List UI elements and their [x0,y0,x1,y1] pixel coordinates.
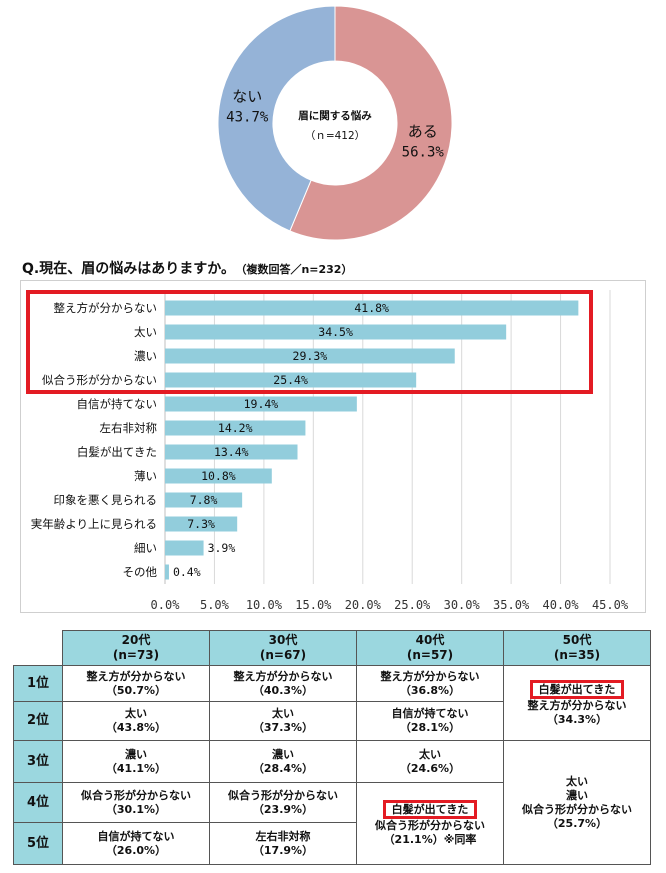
cell-20s-rank1: 整え方が分からない （50.7%） [62,665,210,702]
x-tick-label: 5.0% [200,598,230,612]
category-label: 細い [134,541,157,555]
bar [165,300,579,316]
bar-value-label: 0.4% [173,565,201,579]
bar-value-label: 25.4% [273,373,308,387]
category-label: 濃い [134,349,157,363]
bar [165,492,243,508]
donut-slice-value: 43.7% [226,109,269,125]
cell-20s-rank4: 似合う形が分からない （30.1%） [62,782,210,823]
cell-30s-rank5: 左右非対称 （17.9%） [209,822,357,865]
bar-value-label: 14.2% [218,421,253,435]
bar [165,564,169,580]
age-ranking-table: 20代 (n=73) 30代 (n=67) 40代 (n=57) 50代 (n=35) … [13,630,651,865]
table-corner [14,631,63,666]
cell-20s-rank3: 濃い （41.1%） [62,740,210,783]
donut-center-title: 眉に関する悩み [298,109,372,122]
cell-20s-rank5: 自信が持てない （26.0%） [62,822,210,865]
cell-40s-rank3: 太い （24.6%） [356,740,504,783]
highlight-white-hair-40s: 白髪が出てきた [382,800,478,819]
category-label: 左右非対称 [100,421,158,435]
category-label: 似合う形が分からない [42,373,157,387]
x-tick-label: 40.0% [542,598,579,612]
bar-value-label: 19.4% [244,397,279,411]
bar-chart-frame [20,280,646,613]
bar-chart: 0.0% 5.0% 10.0% 15.0% 20.0% 25.0% 30.0% 35.0% 40… [31,290,629,612]
category-label: 自信が持てない [77,397,158,411]
cell-50s-rank3-5: 太い 濃い 似合う形が分からない （25.7%） [503,740,651,865]
x-tick-label: 20.0% [345,598,382,612]
bar [165,324,507,340]
bar [165,420,306,436]
rank-label-5: 5位 [13,822,63,865]
bar-value-label: 13.4% [214,445,249,459]
donut-slice-value: 56.3% [402,145,445,161]
x-tick-label: 10.0% [246,598,283,612]
highlight-white-hair-50s: 白髪が出てきた [529,680,625,699]
rank-label-2: 2位 [13,701,63,741]
cell-30s-rank2: 太い （37.3%） [209,701,357,741]
category-label: 太い [134,325,157,339]
bar [165,396,357,412]
question-text: Q.現在、眉の悩みはありますか。 [22,261,235,277]
category-label: その他 [123,565,158,579]
donut-slice-no [217,5,336,232]
top4-highlight-box [26,290,593,394]
bar-value-label: 41.8% [354,301,389,315]
cell-30s-rank1: 整え方が分からない （40.3%） [209,665,357,702]
x-tick-label: 30.0% [444,598,481,612]
bar-value-label: 10.8% [201,469,236,483]
cell-40s-rank4-5: 白髪が出てきた 似合う形が分からない （21.1%）※同率 [356,782,504,865]
x-tick-label: 15.0% [295,598,332,612]
donut-center-n: （ｎ=412） [305,130,365,142]
col-header-20s: 20代 (n=73) [62,630,210,666]
bar-value-label: 29.3% [293,349,328,363]
bar-value-label: 34.5% [318,325,353,339]
category-label: 印象を悪く見られる [54,493,158,507]
bar [165,540,204,556]
rank-label-3: 3位 [13,740,63,783]
bar [165,516,238,532]
cell-50s-rank1-2: 白髪が出てきた 整え方が分からない （34.3%） [503,665,651,741]
x-tick-label: 0.0% [151,598,181,612]
rank-label-4: 4位 [13,782,63,823]
category-label: 薄い [134,469,157,483]
x-tick-label: 35.0% [493,598,530,612]
x-tick-label: 25.0% [394,598,431,612]
col-header-30s: 30代 (n=67) [209,630,357,666]
bar-value-label: 7.3% [187,517,215,531]
bar [165,468,272,484]
col-header-50s: 50代 (n=35) [503,630,651,666]
bar [165,372,417,388]
cell-40s-rank2: 自信が持てない （28.1%） [356,701,504,741]
col-header-40s: 40代 (n=57) [356,630,504,666]
question-note: （複数回答／n=232） [240,263,353,276]
question-title: Q.現在、眉の悩みはありますか。 （複数回答／n=232） [22,258,352,278]
bar [165,348,455,364]
donut-slice-yes [289,5,453,241]
x-tick-label: 45.0% [592,598,629,612]
bar-value-label: 7.8% [190,493,218,507]
category-label: 実年齢より上に見られる [31,517,157,531]
donut-chart: ある 56.3% ない 43.7% 眉に関する悩み （ｎ=412） [217,5,453,241]
rank-label-1: 1位 [13,665,63,702]
cell-30s-rank4: 似合う形が分からない （23.9%） [209,782,357,823]
category-label: 白髪が出てきた [77,445,157,459]
bar-value-label: 3.9% [208,541,236,555]
cell-20s-rank2: 太い （43.8%） [62,701,210,741]
cell-30s-rank3: 濃い （28.4%） [209,740,357,783]
donut-slice-label: ない [232,87,262,105]
cell-40s-rank1: 整え方が分からない （36.8%） [356,665,504,702]
category-label: 整え方が分からない [54,301,158,315]
donut-slice-label: ある [408,123,438,141]
bar [165,444,298,460]
